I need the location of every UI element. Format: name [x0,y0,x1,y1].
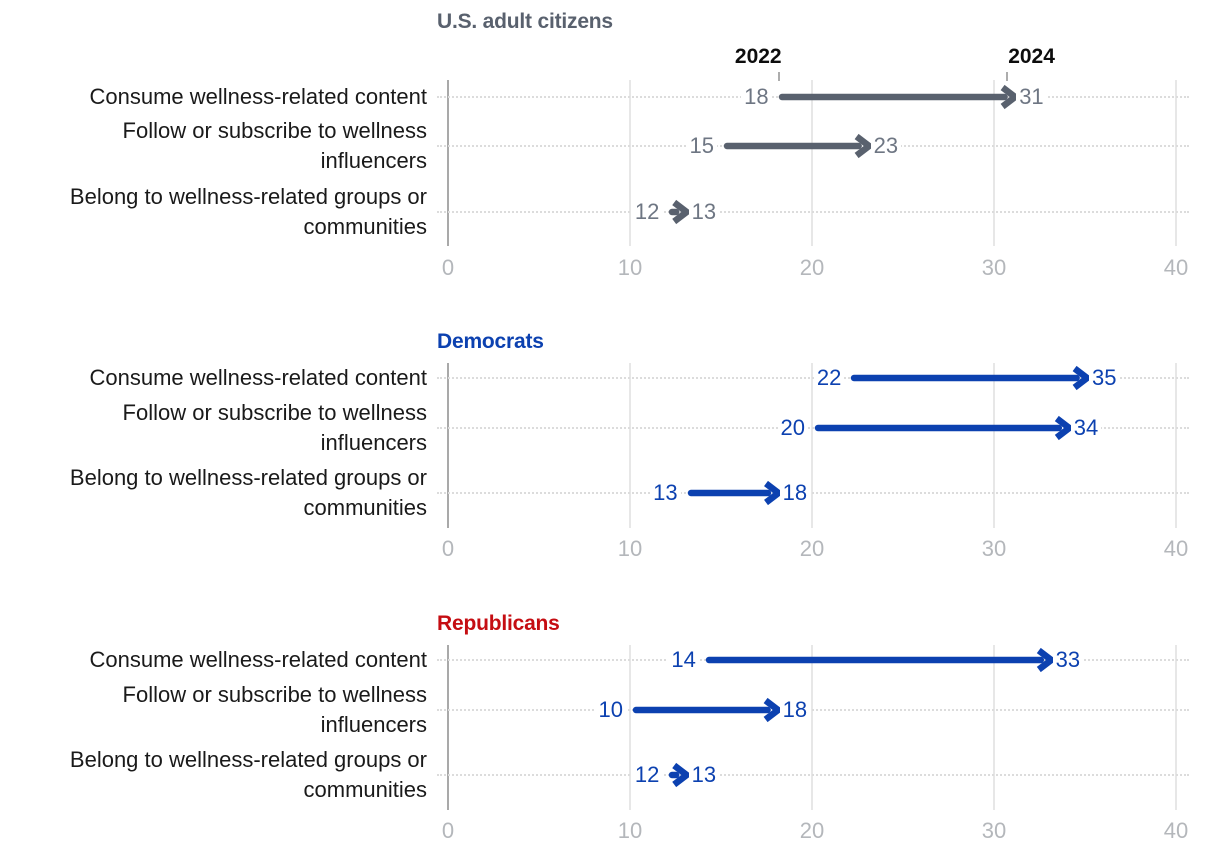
value-2022-label: 10 [595,698,626,722]
x-axis-tick-label: 20 [799,818,825,843]
row-gridline [437,377,1189,379]
chart-title: Republicans [437,612,560,635]
category-label: Belong to wellness-related groups or com… [69,184,427,239]
gridline [1175,363,1177,528]
gridline [629,645,631,810]
arrow-head [763,480,784,506]
year-start-tick [777,72,780,81]
arrow-head [1054,415,1075,441]
gridline [1175,645,1177,810]
y-axis-line [447,80,449,246]
value-2024-label: 13 [688,200,720,224]
gridline [811,80,813,246]
category-label: Belong to wellness-related groups or com… [69,747,427,802]
row-gridline [437,211,1189,213]
y-axis-line [447,363,449,528]
x-axis-tick-label: 30 [981,818,1007,843]
category-label: Consume wellness-related content [89,84,427,109]
gridline [811,645,813,810]
arrow-head [1036,647,1057,673]
change-arrow [723,133,875,159]
change-arrow [669,762,693,788]
category-label: Follow or subscribe to wellness influenc… [122,682,427,737]
change-arrow [687,480,784,506]
x-axis-tick-label: 40 [1163,536,1189,561]
gridline [993,80,995,246]
arrow-head [854,133,875,159]
category-label: Belong to wellness-related groups or com… [69,465,427,520]
year-start-label: 2022 [734,45,782,68]
year-end-tick [1006,72,1009,81]
arrow-head [1073,365,1093,391]
row-gridline [437,427,1189,429]
x-axis-tick-label: 0 [441,255,455,280]
category-label: Consume wellness-related content [89,647,427,672]
change-arrow [851,365,1093,391]
year-end-label: 2024 [1008,45,1055,68]
x-axis-tick-label: 0 [441,818,455,843]
row-gridline [437,492,1189,494]
x-axis-tick-label: 40 [1163,818,1189,843]
arrow-head [1000,84,1021,110]
y-axis-line [447,645,449,810]
x-axis-tick-label: 20 [799,255,825,280]
chart-title: Democrats [437,330,544,353]
value-2024-label: 18 [779,698,811,722]
chart-title: U.S. adult citizens [437,10,613,33]
change-arrow [778,84,1021,110]
value-2022-label: 18 [741,85,772,109]
value-2024-label: 35 [1089,366,1120,390]
x-axis-tick-label: 10 [617,818,643,843]
x-axis-tick-label: 10 [617,255,643,280]
row-gridline [437,774,1189,776]
value-2024-label: 31 [1016,85,1047,109]
value-2024-label: 23 [870,134,902,158]
arrow-head [672,762,693,788]
gridline [993,363,995,528]
change-arrow [669,199,693,225]
category-label: Follow or subscribe to wellness influenc… [122,400,427,455]
value-2024-label: 34 [1070,416,1102,440]
value-2024-label: 18 [779,481,811,505]
value-2022-label: 22 [813,366,845,390]
x-axis-tick-label: 10 [617,536,643,561]
value-2022-label: 20 [777,416,808,440]
gridline [629,80,631,246]
x-axis-tick-label: 30 [981,536,1007,561]
value-2022-label: 15 [686,134,717,158]
value-2024-label: 33 [1052,648,1084,672]
x-axis-tick-label: 30 [981,255,1007,280]
arrow-head [763,697,784,723]
category-label: Consume wellness-related content [89,365,427,390]
gridline [629,363,631,528]
x-axis-tick-label: 40 [1163,255,1189,280]
gridline [1175,80,1177,246]
value-2022-label: 12 [631,200,663,224]
change-arrow [814,415,1075,441]
value-2024-label: 13 [688,763,720,787]
row-gridline [437,709,1189,711]
gridline [811,363,813,528]
value-2022-label: 12 [631,763,663,787]
x-axis-tick-label: 20 [799,536,825,561]
gridline [993,645,995,810]
x-axis-tick-label: 0 [441,536,455,561]
value-2022-label: 14 [668,648,699,672]
change-arrow [632,697,784,723]
category-label: Follow or subscribe to wellness influenc… [122,118,427,173]
arrow-head [672,199,693,225]
change-arrow [705,647,1057,673]
value-2022-label: 13 [650,481,681,505]
